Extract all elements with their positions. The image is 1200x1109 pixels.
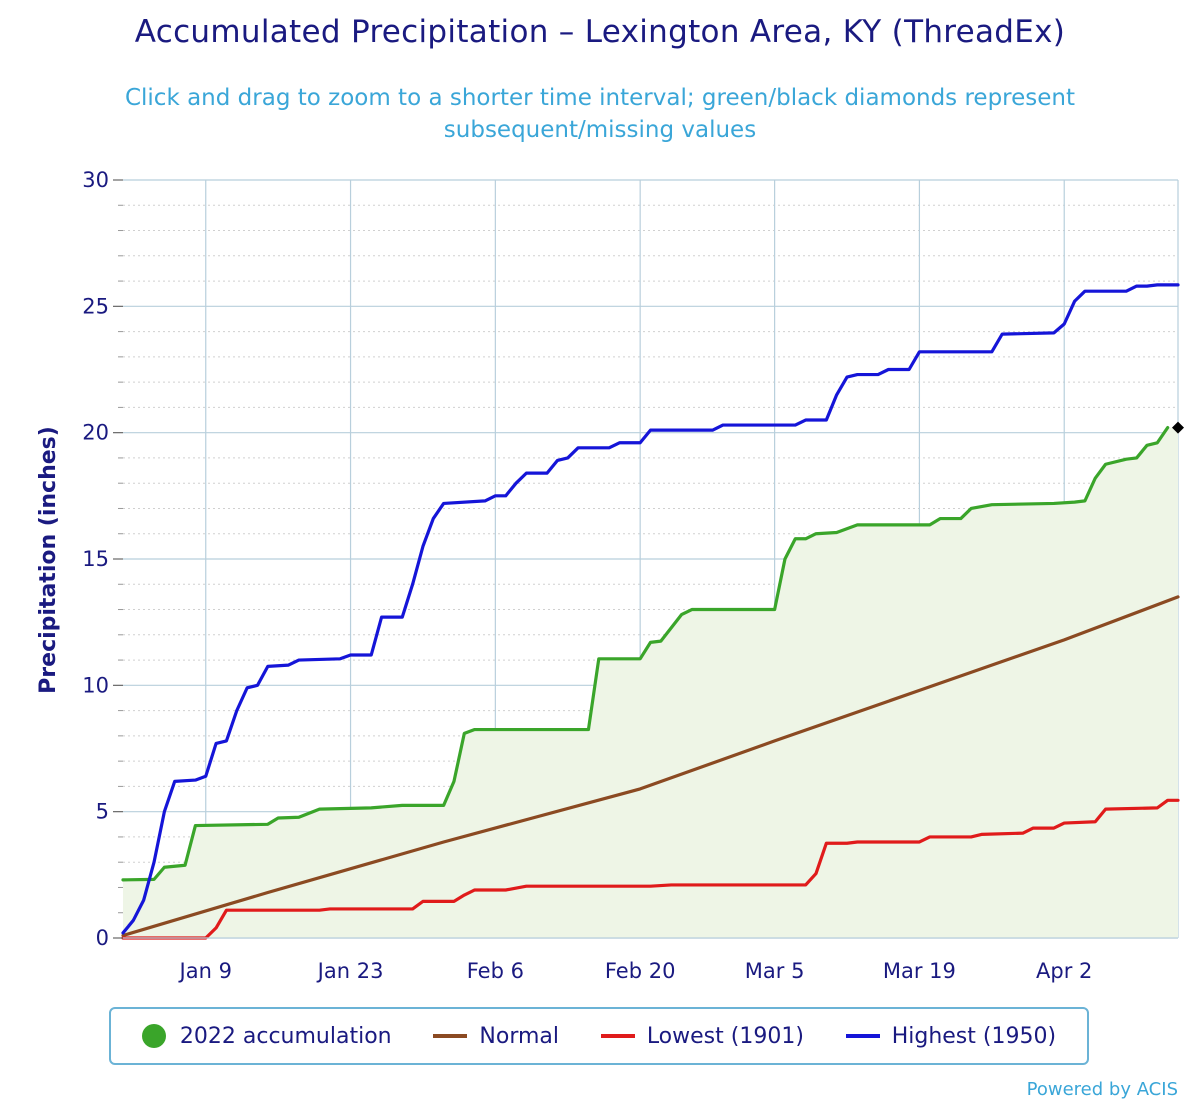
y-tick-label: 30: [82, 168, 109, 192]
legend-marker-normal: [433, 1034, 468, 1038]
legend-marker-highest: [845, 1034, 880, 1038]
chart-legend: 2022 accumulation Normal Lowest (1901) H…: [109, 1007, 1089, 1065]
legend-label-lowest: Lowest (1901): [646, 1023, 804, 1049]
legend-item-normal[interactable]: Normal: [433, 1024, 559, 1049]
x-tick-label: Mar 5: [745, 959, 805, 983]
series-layer: [121, 283, 1184, 940]
series-2022-accumulation-line: [121, 426, 1170, 882]
x-tick-label: Feb 6: [467, 959, 524, 983]
y-tick-label: 20: [82, 421, 109, 445]
area-layer: [123, 427, 1178, 938]
legend-label-highest: Highest (1950): [891, 1023, 1057, 1049]
y-tick-label: 25: [82, 294, 109, 318]
y-tick-label: 15: [82, 547, 109, 571]
y-axis-label: Precipitation (inches): [36, 426, 61, 694]
chart-plot-area[interactable]: 0 5 10 15 20 25 30 Jan 9 Jan 23 Feb 6 Feb 20 Mar 5 M…: [0, 0, 1200, 1000]
x-tick-label: Mar 19: [883, 959, 956, 983]
y-tick-label: 0: [96, 926, 109, 950]
axis-layer: 0 5 10 15 20 25 30 Jan 9 Jan 23 Feb 6 Feb 20 Mar 5 M…: [82, 168, 1178, 983]
series-highest-1950-line: [121, 283, 1180, 935]
x-tick-label: Feb 20: [605, 959, 676, 983]
legend-label-normal: Normal: [479, 1023, 560, 1049]
x-tick-label: Apr 2: [1036, 959, 1092, 983]
legend-label-2022: 2022 accumulation: [179, 1023, 392, 1049]
legend-item-highest[interactable]: Highest (1950): [845, 1023, 1057, 1049]
series-2022-accumulation-area: [123, 427, 1178, 938]
legend-marker-lowest: [600, 1034, 635, 1038]
chart-subtitle: Click and drag to zoom to a shorter time…: [124, 85, 1076, 143]
legend-marker-2022: [141, 1024, 166, 1048]
y-tick-label: 5: [96, 800, 109, 824]
powered-by-credit[interactable]: Powered by ACIS: [1026, 1079, 1178, 1100]
y-tick-label: 10: [82, 673, 109, 697]
x-tick-label: Jan 23: [316, 959, 384, 983]
x-tick-label: Jan 9: [178, 959, 232, 983]
series-lowest-1901-line: [121, 798, 1180, 940]
series-normal-line: [121, 595, 1180, 938]
legend-item-2022[interactable]: 2022 accumulation: [141, 1023, 392, 1049]
legend-item-lowest[interactable]: Lowest (1901): [600, 1023, 804, 1049]
missing-value-diamond: [1172, 421, 1184, 434]
chart-title: Accumulated Precipitation – Lexington Ar…: [134, 14, 1066, 50]
